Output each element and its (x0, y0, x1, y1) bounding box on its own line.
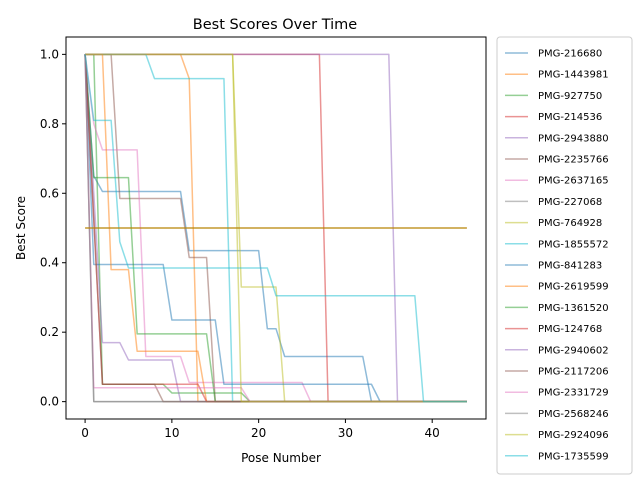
x-tick-label: 0 (81, 426, 89, 440)
x-axis-ticks: 0 10 20 30 40 (81, 419, 440, 440)
legend-label: PMG-2117206 (538, 367, 609, 378)
legend-items: PMG-216680 PMG-1443981 PMG-927750 PMG-21453… (505, 49, 609, 462)
legend-label: PMG-214536 (538, 112, 602, 123)
y-tick-label: 0.6 (40, 186, 59, 200)
legend-label: PMG-2637165 (538, 176, 609, 187)
legend-label: PMG-2940602 (538, 345, 609, 356)
legend-label: PMG-1735599 (538, 451, 609, 462)
legend-label: PMG-2619599 (538, 282, 609, 293)
y-tick-label: 1.0 (40, 47, 59, 61)
series-layer (84, 53, 467, 403)
series-line-4 (84, 54, 467, 403)
x-tick-label: 20 (251, 426, 266, 440)
chart-title: Best Scores Over Time (193, 17, 358, 33)
x-tick-label: 10 (164, 426, 179, 440)
legend-label: PMG-1443981 (538, 70, 609, 81)
legend-label: PMG-1361520 (538, 303, 609, 314)
legend-label: PMG-2235766 (538, 155, 609, 166)
y-tick-label: 0.2 (40, 325, 59, 339)
y-tick-label: 0.8 (40, 117, 59, 131)
legend-label: PMG-927750 (538, 91, 602, 102)
series-line-19 (84, 54, 467, 403)
x-axis-label: Pose Number (241, 451, 321, 465)
legend-label: PMG-2924096 (538, 430, 609, 441)
legend-label: PMG-2331729 (538, 388, 609, 399)
legend-label: PMG-2943880 (538, 133, 609, 144)
legend-label: PMG-2568246 (538, 409, 609, 420)
legend-label: PMG-841283 (538, 261, 602, 272)
x-tick-label: 40 (425, 426, 440, 440)
y-axis-label: Best Score (14, 196, 28, 260)
y-tick-label: 0.4 (40, 256, 59, 270)
series-line-0 (84, 54, 467, 403)
plot-area-frame (65, 36, 487, 420)
legend-label: PMG-227068 (538, 197, 602, 208)
y-axis-ticks: 0.0 0.2 0.4 0.6 0.8 1.0 (40, 47, 66, 409)
legend-box (496, 36, 633, 475)
legend-label: PMG-216680 (538, 49, 602, 60)
legend-label: PMG-1855572 (538, 239, 609, 250)
series-line-6 (84, 54, 467, 403)
y-tick-label: 0.0 (40, 395, 59, 409)
legend-label: PMG-764928 (538, 218, 602, 229)
series-line-11 (85, 53, 467, 403)
x-tick-label: 30 (338, 426, 353, 440)
legend-label: PMG-124768 (538, 324, 602, 335)
legend: PMG-216680 PMG-1443981 PMG-927750 PMG-21453… (496, 36, 633, 475)
series-line-10 (84, 54, 467, 403)
